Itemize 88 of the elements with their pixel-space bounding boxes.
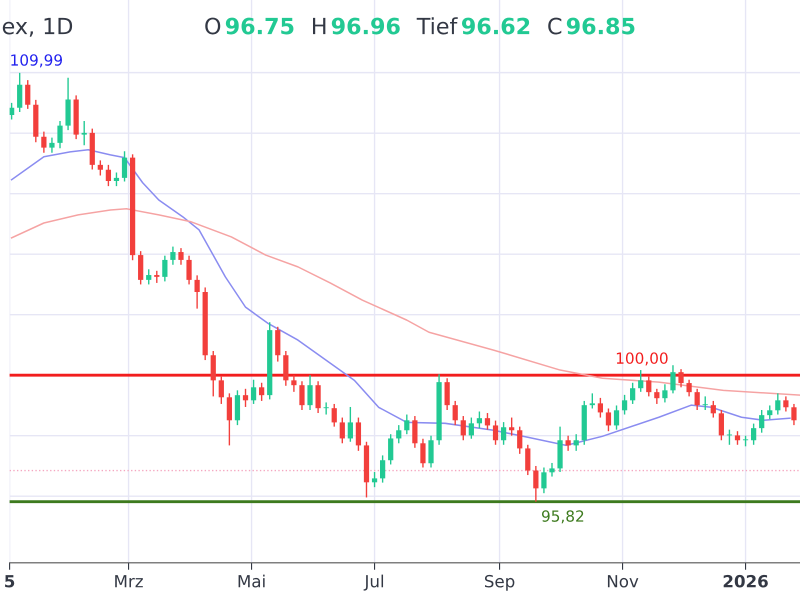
x-tick-label: 5 — [5, 575, 14, 588]
candlestick — [549, 462, 555, 478]
candlestick — [734, 430, 740, 446]
candlestick — [332, 403, 337, 428]
candlestick — [162, 254, 168, 282]
candlestick — [775, 392, 780, 416]
candlestick — [404, 414, 410, 435]
candlestick — [492, 420, 498, 446]
candlestick — [718, 409, 724, 441]
candlestick — [420, 438, 426, 468]
candlestick — [622, 394, 628, 416]
candlestick — [606, 408, 612, 432]
candlestick — [662, 384, 668, 404]
candlestick — [525, 444, 530, 476]
candlestick — [356, 416, 362, 452]
candlestick — [178, 247, 184, 266]
candlestick — [500, 421, 506, 446]
candlestick — [106, 164, 112, 187]
candlestick — [114, 172, 120, 187]
candlestick — [783, 396, 789, 412]
candlestick — [41, 130, 46, 154]
candlestick — [533, 465, 538, 502]
candlestick — [670, 364, 676, 394]
candlestick — [751, 422, 756, 446]
candlestick — [460, 415, 466, 441]
candlestick — [25, 79, 30, 110]
candlestick — [388, 434, 394, 466]
candlestick — [694, 388, 700, 411]
candlestick — [218, 376, 224, 405]
candlestick — [614, 404, 620, 430]
candlestick — [566, 435, 571, 452]
candlestick — [170, 246, 176, 266]
candlestick — [646, 376, 652, 398]
candlestick — [452, 400, 458, 426]
candlestick — [299, 380, 305, 411]
candlestick — [630, 382, 636, 405]
candlestick — [17, 72, 22, 113]
candlestick — [340, 416, 345, 444]
candlestick — [412, 415, 418, 449]
candlestick — [468, 416, 474, 440]
candlestick — [57, 120, 63, 149]
candlestick — [767, 404, 772, 420]
candlestick — [654, 388, 660, 405]
candlestick — [122, 150, 128, 182]
candlestick — [742, 435, 748, 447]
candlestick — [146, 268, 152, 286]
ref-line-label: 100,00 — [616, 352, 668, 366]
candlestick — [541, 466, 547, 494]
candlestick — [678, 368, 684, 388]
candlestick — [598, 397, 604, 418]
candlestick — [348, 406, 353, 442]
annotation: 109,99 — [11, 54, 62, 68]
candlestick — [186, 254, 192, 286]
x-tick-label: 2026 — [724, 574, 768, 588]
candlestick — [98, 160, 103, 176]
text: ex, 1D — [2, 18, 72, 37]
candlestick — [259, 382, 264, 402]
x-tick-label: Mrz — [115, 575, 143, 588]
candlestick — [307, 374, 313, 411]
candlestick — [194, 274, 200, 310]
candlestick — [726, 428, 732, 446]
candlestick — [428, 435, 434, 468]
candlestick — [517, 426, 522, 455]
candlestick — [791, 403, 797, 426]
candlestick — [759, 409, 764, 434]
candlestick — [638, 369, 644, 393]
candlestick — [476, 410, 482, 429]
x-tick-label: Sep — [484, 574, 514, 591]
candlestick — [154, 270, 160, 284]
candlestick — [574, 434, 579, 452]
candlestick — [372, 471, 378, 488]
candlestick — [242, 388, 248, 408]
candlestick — [396, 424, 402, 444]
candlestick — [380, 454, 386, 484]
x-tick-label: Nov — [608, 575, 638, 588]
x-tick-label: Jul — [364, 574, 384, 591]
candlestick — [686, 379, 692, 398]
x-tick-label: Mai — [238, 574, 265, 588]
text: O 96.75 H 96.96 Tief 96.62 C 96.85 — [205, 17, 634, 34]
candlestick — [509, 416, 514, 436]
candlestick — [484, 412, 490, 430]
candlestick — [226, 392, 232, 446]
ref-line-label: 95,82 — [542, 510, 584, 524]
candlestick — [250, 379, 256, 405]
candlestick — [315, 380, 321, 414]
candlestick — [444, 378, 450, 411]
candlestick — [702, 396, 708, 411]
candlestick — [710, 400, 716, 418]
